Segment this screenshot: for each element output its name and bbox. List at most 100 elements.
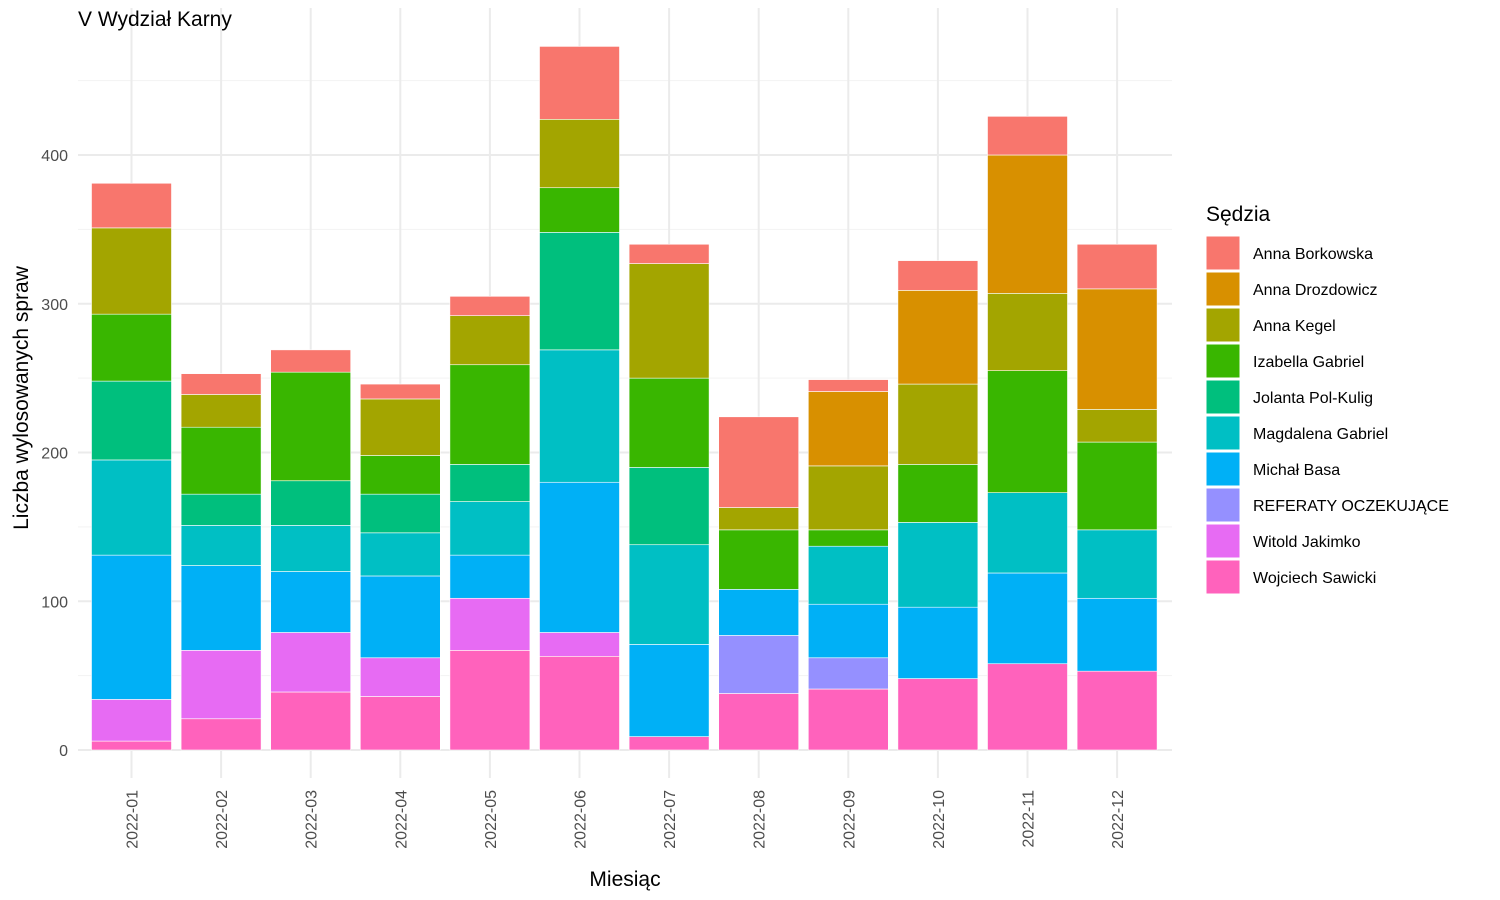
bar-segment — [91, 182, 172, 229]
bar-segment — [449, 501, 531, 556]
bar-segment — [359, 657, 441, 697]
legend-label: Izabella Gabriel — [1253, 354, 1364, 371]
bar-segment — [449, 554, 531, 599]
y-tick-label: 300 — [41, 297, 68, 314]
x-tick-label: 2022-06 — [573, 790, 590, 849]
bar-segment — [91, 554, 172, 700]
chart-title: V Wydział Karny — [78, 8, 232, 31]
bar-segment — [807, 657, 889, 690]
bar-segment — [359, 696, 441, 751]
bar-segment — [91, 699, 172, 742]
y-axis-title: Liczba wylosowanych spraw — [10, 265, 33, 530]
bar-segment — [539, 187, 620, 233]
x-tick-label: 2022-09 — [841, 790, 858, 849]
bar-segment — [539, 119, 620, 189]
bar-segment — [180, 650, 262, 720]
bar-segment — [1076, 243, 1158, 290]
bar-segment — [987, 663, 1068, 751]
bar-segment — [807, 603, 889, 659]
legend-key — [1205, 235, 1241, 271]
bar-segment — [628, 736, 710, 751]
legend-key — [1205, 271, 1241, 307]
bar-segment — [987, 293, 1068, 371]
bar-segment — [1076, 409, 1158, 443]
bar-segment — [91, 459, 172, 556]
y-tick-label: 0 — [59, 743, 68, 760]
bar-segment — [180, 525, 262, 566]
bar-segment — [270, 480, 352, 526]
bar-segment — [539, 481, 620, 633]
bar-segment — [987, 116, 1068, 156]
x-tick-label: 2022-03 — [304, 790, 321, 849]
bar-segment — [449, 364, 531, 465]
y-tick-label: 200 — [41, 446, 68, 463]
x-tick-label: 2022-01 — [125, 790, 142, 849]
bar-segment — [987, 572, 1068, 665]
bar-segment — [539, 46, 620, 120]
bar-segment — [897, 260, 979, 291]
bar-segment — [807, 391, 889, 467]
bar-segment — [1076, 288, 1158, 410]
bar-segment — [359, 575, 441, 659]
legend: Sędzia Anna Borkowska Anna Drozdowicz Anna… — [1205, 203, 1449, 595]
y-tick-label: 100 — [41, 594, 68, 611]
bar-segment — [91, 313, 172, 382]
bar-segment — [897, 290, 979, 385]
legend-key — [1205, 415, 1241, 451]
bar-segment — [180, 426, 262, 495]
bar-segment — [270, 349, 352, 373]
bar-segment — [897, 678, 979, 751]
bar-segment — [628, 243, 710, 264]
bar-segment — [449, 650, 531, 751]
bar-segment — [807, 529, 889, 547]
bar-segment — [897, 383, 979, 465]
bar-segment — [987, 492, 1068, 574]
x-axis-ticks: 2022-01 2022-02 2022-03 2022-04 2022-05 2022-… — [125, 790, 1128, 849]
bar-segment — [180, 565, 262, 651]
x-tick-label: 2022-10 — [931, 790, 948, 849]
legend-label: Anna Kegel — [1253, 318, 1336, 335]
bar-segment — [807, 688, 889, 751]
legend-key — [1205, 343, 1241, 379]
bar-segment — [449, 464, 531, 502]
bar-segment — [1076, 597, 1158, 672]
y-axis-ticks: 0 100 200 300 400 — [41, 148, 68, 760]
bar-segment — [987, 154, 1068, 294]
bar-segment — [359, 532, 441, 577]
bar-segment — [718, 529, 800, 590]
bar-segment — [628, 263, 710, 379]
bar-segment — [718, 416, 800, 508]
legend-label: Anna Borkowska — [1253, 246, 1373, 263]
bar-segment — [897, 522, 979, 608]
bar-segment — [270, 691, 352, 751]
legend-label: Anna Drozdowicz — [1253, 282, 1378, 299]
bar-segment — [539, 232, 620, 351]
bar-segment — [270, 371, 352, 482]
y-tick-label: 400 — [41, 148, 68, 165]
legend-key — [1205, 559, 1241, 595]
bar-segment — [539, 632, 620, 657]
bar-segment — [897, 606, 979, 679]
bar-segment — [628, 644, 710, 737]
bar-segment — [180, 394, 262, 428]
bar-segment — [91, 740, 172, 751]
x-tick-label: 2022-08 — [752, 790, 769, 849]
bar-segment — [270, 632, 352, 693]
bar-segment — [270, 525, 352, 572]
legend-key — [1205, 307, 1241, 343]
bar-segment — [987, 370, 1068, 493]
bar-segment — [359, 493, 441, 534]
legend-label: Wojciech Sawicki — [1253, 570, 1376, 587]
bar-segment — [718, 693, 800, 751]
x-tick-label: 2022-05 — [483, 790, 500, 849]
bar-segment — [1076, 441, 1158, 531]
bar-segment — [449, 315, 531, 366]
bar-segment — [1076, 670, 1158, 751]
bar-segment — [718, 589, 800, 636]
bar-segment — [807, 545, 889, 605]
bar-segment — [359, 455, 441, 495]
x-tick-label: 2022-12 — [1110, 790, 1127, 849]
bar-segment — [449, 597, 531, 651]
bar-segment — [897, 464, 979, 523]
